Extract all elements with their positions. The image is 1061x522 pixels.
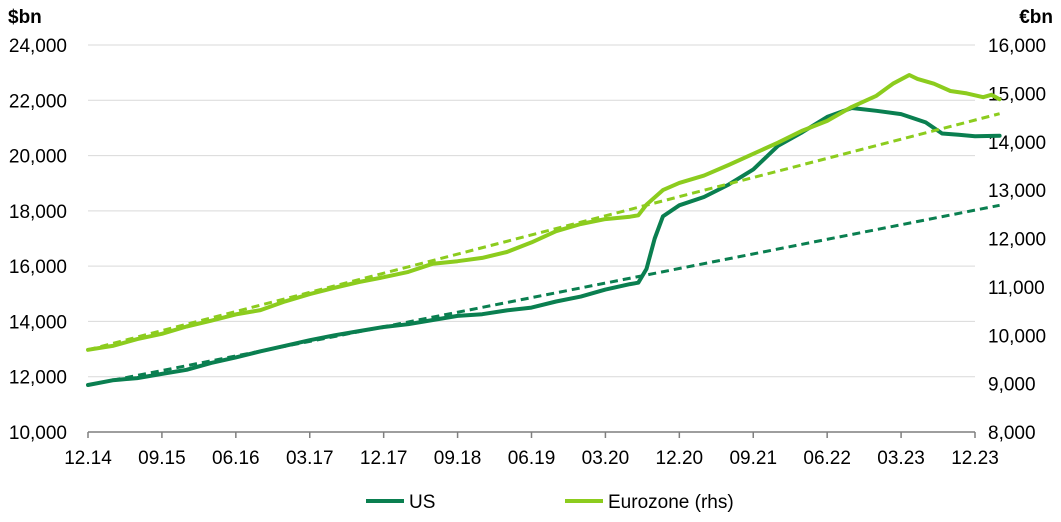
x-tick-label: 12.14 [64, 448, 112, 469]
left-axis-unit: $bn [8, 7, 42, 28]
x-tick-label: 03.17 [286, 448, 334, 469]
right-y-tick-label: 13,000 [988, 181, 1046, 202]
x-tick-label: 06.22 [803, 448, 851, 469]
left-y-tick-label: 10,000 [9, 423, 67, 444]
x-tick-label: 12.17 [360, 448, 408, 469]
right-y-tick-label: 15,000 [988, 84, 1046, 105]
left-y-tick-label: 22,000 [9, 91, 67, 112]
right-y-tick-label: 12,000 [988, 230, 1046, 251]
left-y-tick-label: 16,000 [9, 257, 67, 278]
legend: US Eurozone (rhs) [366, 492, 734, 513]
left-axis-tick-labels: 10,000 12,000 14,000 16,000 18,000 20,000 22,0… [9, 36, 67, 444]
x-tick-label: 09.18 [434, 448, 482, 469]
x-axis: 12.14 09.15 06.16 03.17 12.17 09.18 06.19 03.20… [64, 431, 999, 469]
right-axis-unit: €bn [1019, 7, 1053, 28]
x-tick-label: 12.23 [951, 448, 999, 469]
x-tick-label: 06.19 [508, 448, 556, 469]
left-y-tick-label: 12,000 [9, 368, 67, 389]
right-y-tick-label: 14,000 [988, 133, 1046, 154]
right-y-tick-label: 10,000 [988, 326, 1046, 347]
left-y-tick-label: 14,000 [9, 312, 67, 333]
right-axis-tick-labels: 8,000 9,000 10,000 11,000 12,000 13,000 14,000… [988, 36, 1046, 444]
x-tick-label: 03.23 [877, 448, 925, 469]
series-line-eurozone-rhs [86, 73, 1002, 352]
legend-label-us: US [409, 492, 435, 513]
left-y-tick-label: 24,000 [9, 36, 67, 57]
series-line-eurozone-trend [87, 112, 1000, 352]
series-lines [86, 73, 1002, 387]
left-y-tick-label: 20,000 [9, 147, 67, 168]
right-y-tick-label: 11,000 [988, 278, 1045, 299]
legend-label-eurozone: Eurozone (rhs) [608, 492, 734, 513]
x-tick-label: 09.21 [729, 448, 777, 469]
x-tick-label: 09.15 [138, 448, 186, 469]
right-y-tick-label: 9,000 [988, 375, 1036, 396]
x-tick-label: 06.16 [212, 448, 260, 469]
x-tick-label: 12.20 [656, 448, 704, 469]
left-y-tick-label: 18,000 [9, 202, 67, 223]
series-line-us-trend [112, 203, 1000, 382]
x-tick-label: 03.20 [582, 448, 630, 469]
grid-lines [88, 44, 975, 378]
right-y-tick-label: 8,000 [988, 423, 1036, 444]
right-y-tick-label: 16,000 [988, 36, 1046, 57]
